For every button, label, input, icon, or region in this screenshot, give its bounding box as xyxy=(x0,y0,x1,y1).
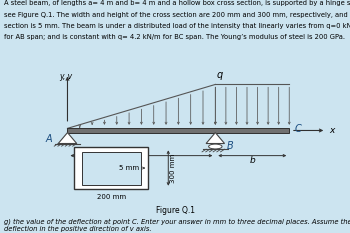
Text: g) the value of the deflection at point C. Enter your answer in mm to three deci: g) the value of the deflection at point … xyxy=(4,219,350,225)
Text: a: a xyxy=(139,156,144,165)
Text: C: C xyxy=(294,124,301,134)
Bar xyxy=(68,128,289,133)
Text: y, v: y, v xyxy=(59,72,72,81)
Polygon shape xyxy=(206,133,225,144)
Text: A: A xyxy=(46,134,52,144)
Text: 5 mm: 5 mm xyxy=(119,165,139,171)
Text: Figure Q.1: Figure Q.1 xyxy=(155,206,195,215)
Bar xyxy=(82,151,141,185)
Text: section is 5 mm. The beam is under a distributed load of the intensity that line: section is 5 mm. The beam is under a dis… xyxy=(4,23,350,29)
Text: x: x xyxy=(330,126,335,135)
Circle shape xyxy=(209,144,222,149)
Text: 300 mm: 300 mm xyxy=(170,153,176,183)
Text: for AB span; and is constant with q= 4.2 kN/m for BC span. The Young’s modulus o: for AB span; and is constant with q= 4.2… xyxy=(4,34,345,40)
Text: b: b xyxy=(250,156,255,165)
Text: 200 mm: 200 mm xyxy=(97,194,126,200)
Text: deflection in the positive direction of v axis.: deflection in the positive direction of … xyxy=(4,226,152,232)
Polygon shape xyxy=(58,133,77,144)
Text: q: q xyxy=(217,70,223,80)
Text: B: B xyxy=(227,141,234,151)
Text: see Figure Q.1. The width and height of the cross section are 200 mm and 300 mm,: see Figure Q.1. The width and height of … xyxy=(4,12,350,18)
Bar xyxy=(74,147,148,189)
Text: A steel beam, of lengths a= 4 m and b= 4 m and a hollow box cross section, is su: A steel beam, of lengths a= 4 m and b= 4… xyxy=(4,0,350,7)
